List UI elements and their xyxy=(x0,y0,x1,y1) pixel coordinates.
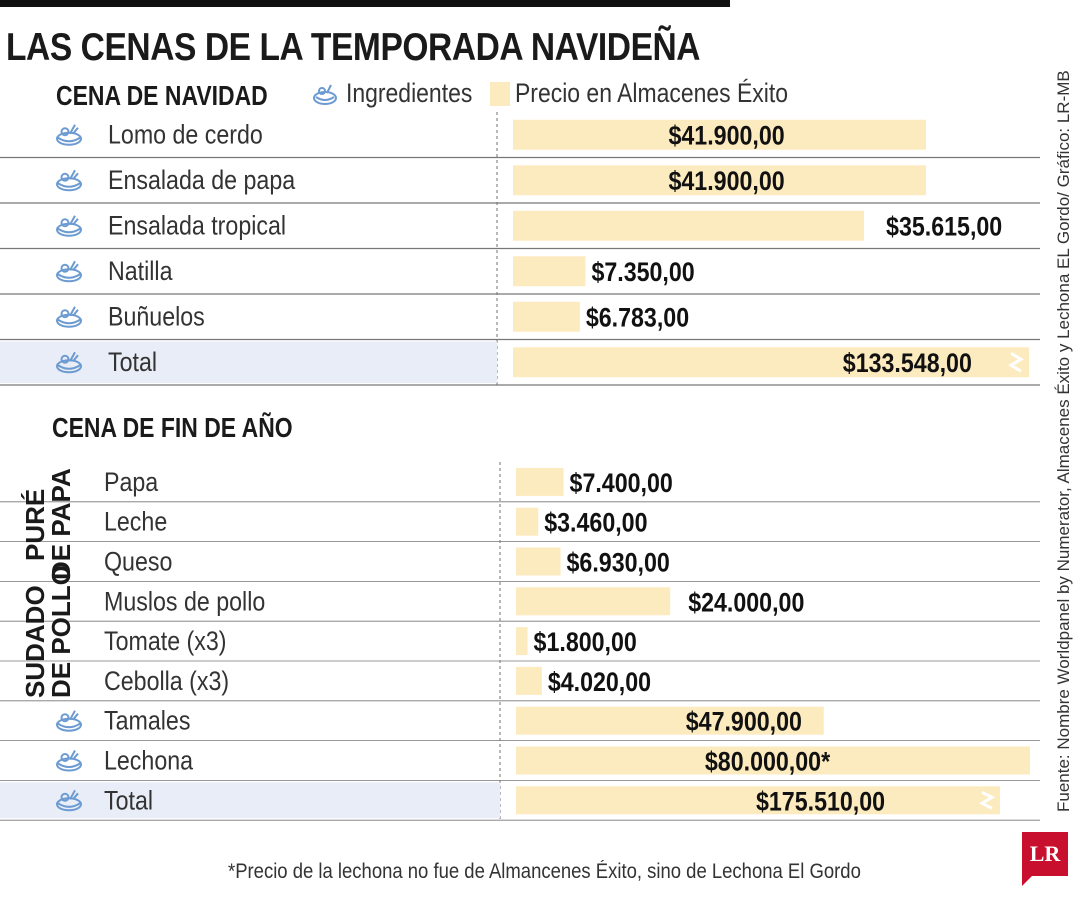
lechona-icon xyxy=(56,750,82,772)
bar-total xyxy=(513,347,1029,378)
legend-price: Precio en Almacenes Éxito xyxy=(515,78,788,108)
category-label-papa: Papa xyxy=(104,467,158,497)
bar-tomate-x3 xyxy=(516,627,528,656)
new-year-dinner-chart: Papa $7.400,00 Leche $3.460,00 Queso $6.930,0… xyxy=(0,462,1040,821)
bar-natilla xyxy=(513,256,586,287)
tamales-icon xyxy=(56,710,82,732)
value-label-muslos-de-pollo: $24.000,00 xyxy=(688,588,804,618)
value-label-bunuelos: $6.783,00 xyxy=(586,303,689,333)
bar-total xyxy=(516,786,1000,815)
section-title-navidad: CENA DE NAVIDAD xyxy=(56,80,268,111)
bar-bunuelos xyxy=(513,301,580,332)
category-label-bunuelos: Buñuelos xyxy=(108,302,205,332)
bar-ensalada-tropical xyxy=(513,210,865,241)
bar-lechona xyxy=(516,746,1030,775)
lomo-de-cerdo-icon xyxy=(56,124,82,146)
value-label-papa: $7.400,00 xyxy=(570,468,673,498)
category-label-total: Total xyxy=(108,348,157,378)
total-row-highlight xyxy=(0,341,497,383)
bar-leche xyxy=(516,507,539,536)
legend-ingredients: Ingredientes xyxy=(346,78,473,108)
bunuelos-icon xyxy=(56,306,82,328)
bar-lomo-de-cerdo xyxy=(513,119,926,150)
bar-break-mark-total xyxy=(1008,351,1024,373)
source-note: Fuente: Nombre Worldpanel by Numerator, … xyxy=(1054,70,1073,812)
natilla-icon xyxy=(56,260,82,283)
legend-price-swatch xyxy=(490,82,510,106)
category-label-lechona: Lechona xyxy=(104,746,193,776)
category-label-cebolla-x3: Cebolla (x3) xyxy=(104,666,229,696)
value-label-natilla: $7.350,00 xyxy=(591,258,694,288)
category-label-natilla: Natilla xyxy=(108,257,173,287)
bar-queso xyxy=(516,547,561,576)
category-label-ensalada-de-papa: Ensalada de papa xyxy=(108,166,295,196)
group-label-pure-de-papa: PURÉ DE PAPA xyxy=(20,468,76,580)
bar-break-mark-total xyxy=(978,790,996,810)
category-label-lomo-de-cerdo: Lomo de cerdo xyxy=(108,120,263,150)
ensalada-de-papa-icon xyxy=(56,169,82,192)
group-label-pure-line2: DE PAPA xyxy=(46,468,76,580)
lr-logo-tail xyxy=(1022,874,1034,886)
category-label-tamales: Tamales xyxy=(104,706,190,736)
value-label-lomo-de-cerdo: $41.900,00 xyxy=(668,121,784,151)
value-label-total: $175.510,00 xyxy=(756,787,885,817)
total-icon xyxy=(56,351,82,374)
section-title-fin-de-ano: CENA DE FIN DE AÑO xyxy=(52,412,293,443)
bar-muslos-de-pollo xyxy=(516,587,671,616)
value-label-tamales: $47.900,00 xyxy=(686,707,802,737)
category-label-ensalada-tropical: Ensalada tropical xyxy=(108,211,286,241)
value-label-ensalada-de-papa: $41.900,00 xyxy=(668,167,784,197)
lr-logo: LR xyxy=(1022,832,1068,876)
value-label-ensalada-tropical: $35.615,00 xyxy=(886,212,1002,242)
bar-cebolla-x3 xyxy=(516,666,542,695)
bar-tamales xyxy=(516,706,824,735)
category-label-total: Total xyxy=(104,786,153,816)
top-rule xyxy=(0,0,730,7)
category-label-leche: Leche xyxy=(104,507,167,537)
value-label-tomate-x3: $1.800,00 xyxy=(534,628,637,658)
category-label-muslos-de-pollo: Muslos de pollo xyxy=(104,587,265,617)
value-label-queso: $6.930,00 xyxy=(567,548,670,578)
value-label-total: $133.548,00 xyxy=(843,349,972,379)
group-label-sudado-line2: DE POLLO xyxy=(46,565,76,698)
ensalada-tropical-icon xyxy=(56,215,82,237)
bar-ensalada-de-papa xyxy=(513,165,926,196)
chart-title: LAS CENAS DE LA TEMPORADA NAVIDEÑA xyxy=(6,26,701,69)
value-label-leche: $3.460,00 xyxy=(544,508,647,538)
total-icon xyxy=(56,789,82,812)
category-label-tomate-x3: Tomate (x3) xyxy=(104,627,227,657)
total-row-highlight xyxy=(0,782,500,819)
value-label-cebolla-x3: $4.020,00 xyxy=(548,667,651,697)
value-label-lechona: $80.000,00* xyxy=(705,747,830,777)
category-label-queso: Queso xyxy=(104,547,172,577)
christmas-dinner-chart: Lomo de cerdo $41.900,00 Ensalada de papa $… xyxy=(0,112,1040,386)
footnote: *Precio de la lechona no fue de Almancen… xyxy=(228,860,861,883)
bar-papa xyxy=(516,467,564,496)
ingredients-legend-icon xyxy=(313,84,337,105)
group-label-sudado-de-pollo: SUDADO DE POLLO xyxy=(20,565,76,698)
